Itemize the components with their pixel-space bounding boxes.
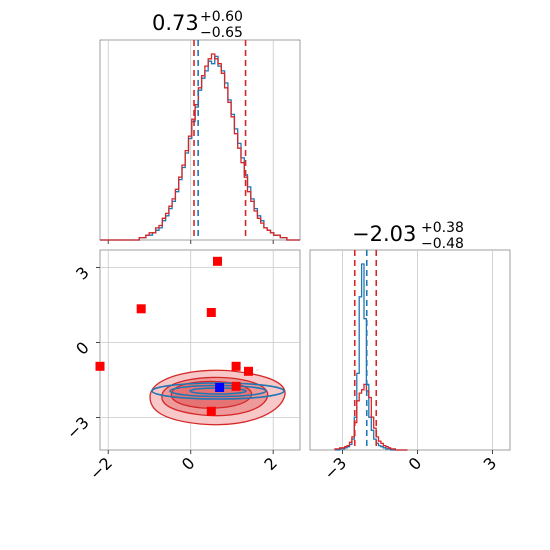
red-square-marker [244,366,253,376]
y-tick-label-param2: −3 [63,413,93,443]
title-param1-upper: +0.60 [200,9,243,25]
x-tick-label-param1: −2 [86,453,116,483]
title-param2-lower: −0.48 [421,236,464,252]
hist-param2-grid [342,250,493,454]
x-tick-label-param2: −3 [320,453,350,483]
red-square-marker [95,361,105,371]
x-tick-label-param2: 3 [480,453,501,474]
blue-square-marker [215,383,225,392]
red-square-marker [136,304,146,314]
hist-param1-quantiles [193,40,247,240]
hist-param2-quantiles [353,250,378,450]
joint-panel [95,249,301,454]
y-tick-label-param2: 3 [72,263,93,284]
title-param2-upper: +0.38 [421,220,464,236]
hist-param2-blue [335,263,408,451]
title-param2-median: −2.03 [352,222,416,246]
red-square-marker [206,308,216,317]
joint-markers [95,256,253,416]
red-square-marker [213,256,222,266]
x-tick-label-param2: 0 [405,453,426,474]
x-tick-label-param1: 2 [260,453,281,474]
red-square-marker [231,381,241,391]
title-param1-lower: −0.65 [200,25,243,41]
y-tick-label-param2: 0 [72,338,93,359]
title-param1-median: 0.73 [152,11,199,35]
hist-param1-red [100,53,300,241]
hist-param1-grid [107,40,274,244]
joint-grid [96,250,300,454]
hist-param1-panel [99,39,301,244]
sample-dot [256,369,259,371]
red-square-marker [206,406,216,416]
hist-param2-red [334,383,408,451]
red-square-marker [231,361,241,371]
x-tick-label-param1: 0 [178,453,199,474]
hist-param2-panel [309,249,511,454]
